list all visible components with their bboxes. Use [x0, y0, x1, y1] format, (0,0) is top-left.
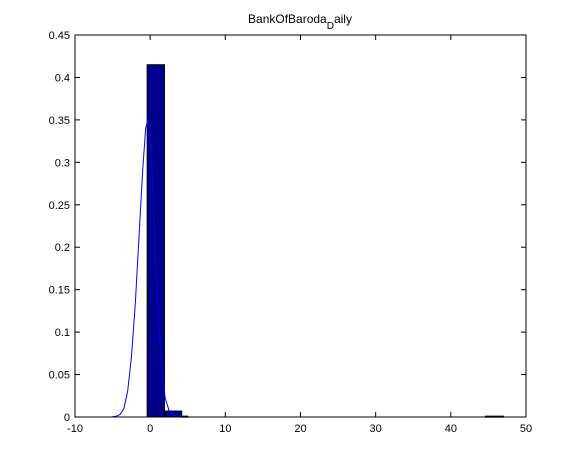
x-tick-label-6: 50	[520, 423, 532, 435]
axes-layer: -10 0 10 20 30 40 5000.050.10.150.20.250.30.35…	[49, 30, 533, 435]
y-tick-label-5: 0.25	[49, 200, 70, 212]
y-tick-label-2: 0.1	[55, 327, 70, 339]
histogram-bar-0	[146, 64, 165, 418]
chart-title: BankOfBarodaDaily	[248, 12, 352, 32]
x-tick-label-5: 40	[445, 423, 457, 435]
density-curve-line	[112, 119, 188, 418]
y-tick-label-9: 0.45	[49, 30, 70, 42]
y-tick-label-0: 0	[64, 412, 70, 424]
x-tick-label-4: 30	[370, 423, 382, 435]
x-tick-label-0: -10	[67, 423, 83, 435]
x-tick-label-3: 20	[294, 423, 306, 435]
chart-title-subscript: D	[327, 21, 334, 32]
y-tick-label-8: 0.4	[55, 72, 70, 84]
y-tick-label-4: 0.2	[55, 242, 70, 254]
x-tick-label-1: 0	[147, 423, 153, 435]
axes-box	[74, 34, 527, 418]
x-tick-label-2: 10	[219, 423, 231, 435]
chart-title-main: BankOfBaroda	[248, 12, 327, 26]
y-tick-label-6: 0.3	[55, 157, 70, 169]
chart-title-tail: aily	[334, 12, 352, 26]
y-tick-label-1: 0.05	[49, 370, 70, 382]
plot-content	[112, 64, 504, 418]
y-tick-label-7: 0.35	[49, 115, 70, 127]
y-tick-label-3: 0.15	[49, 285, 70, 297]
